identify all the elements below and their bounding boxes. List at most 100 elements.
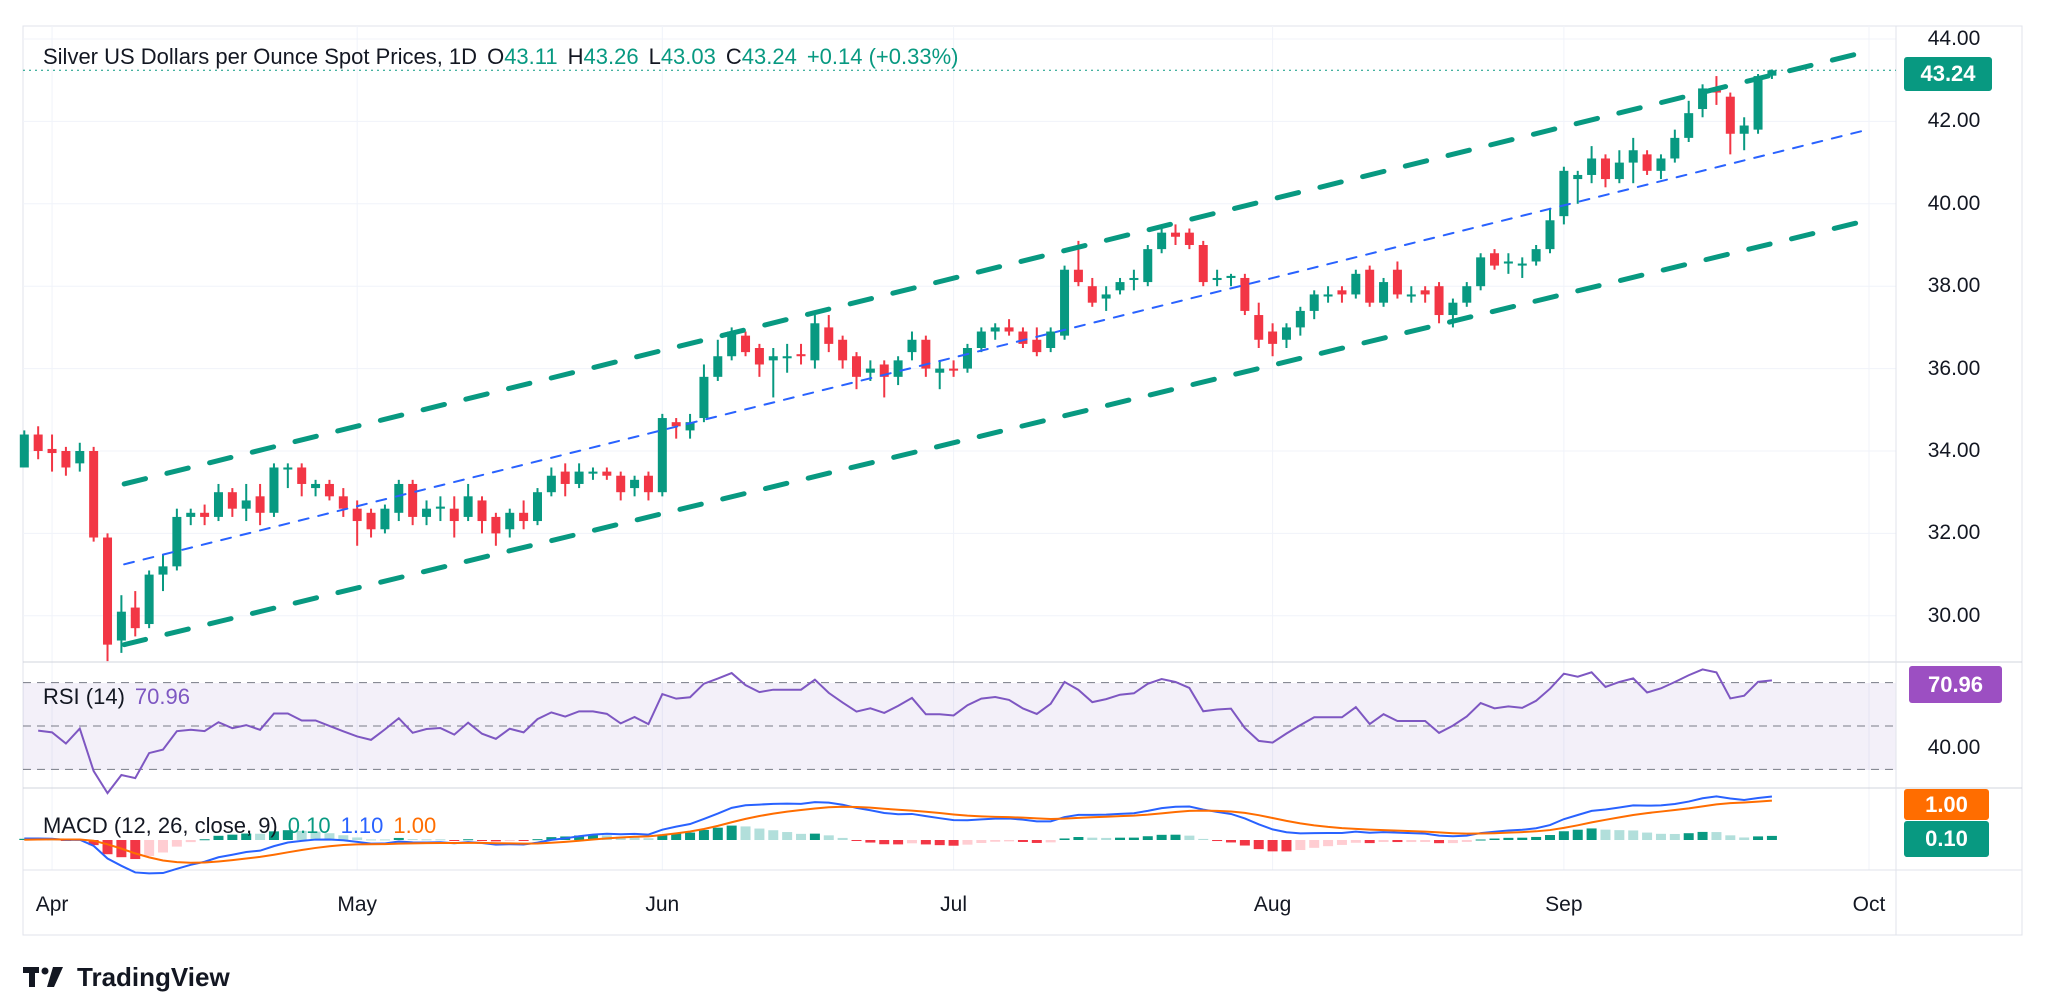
grid-lines [23,26,1896,870]
candle [1115,277,1125,295]
candle [1351,269,1361,299]
candle-body [1281,327,1291,340]
chart-frame [22,25,2023,936]
candle [172,508,182,571]
rsi-label: RSI (14) [43,684,125,709]
candle-body [990,327,1000,332]
histogram-bar [1198,838,1209,840]
candle-body [602,471,612,476]
histogram-bar [948,840,959,846]
price-tick: 36.00 [1927,356,1981,380]
candle-body [422,508,432,517]
candle-body [89,451,99,538]
candle [1531,245,1541,266]
histogram-bar [1045,840,1056,843]
candle-body [463,496,473,517]
candle [1004,319,1014,336]
histogram-bar [1586,828,1597,840]
histogram-bar [393,837,404,840]
histogram-bar [823,835,834,840]
candle [810,315,820,369]
candle-body [491,516,501,534]
candle [1462,282,1472,307]
rsi-line [38,668,1773,795]
histogram-bar [449,840,460,841]
time-tick: Apr [35,893,69,916]
candle [532,488,542,526]
candle-body [1711,90,1721,93]
histogram-bar [893,840,904,845]
tradingview-logo[interactable]: TradingView [23,962,230,993]
histogram-bar [1614,830,1625,840]
candle-body [1739,125,1749,134]
candle [1032,327,1042,357]
histogram-bar [1364,840,1375,844]
histogram-bar [1323,840,1334,847]
candle [1365,265,1375,307]
candle-body [1448,302,1458,316]
histogram-bar [1392,840,1403,843]
histogram-bar [1558,831,1569,840]
candle [1600,154,1610,188]
candle-body [213,492,223,517]
candle-body [1087,286,1097,303]
candle [116,595,126,653]
candle-body [1157,232,1167,250]
tradingview-logo-icon [23,966,63,987]
rsi-badge: 70.96 [1909,666,2002,703]
trend-channel[interactable] [121,48,1871,648]
candle-body [879,364,889,377]
macd-signal-value: 1.00 [393,813,437,838]
candle-body [1725,96,1735,134]
histogram-bar [102,840,113,855]
price-tick: 34.00 [1927,439,1981,462]
candle [1406,286,1416,303]
candle-body [449,508,459,522]
candle [1642,150,1652,175]
candle-body [949,368,959,371]
candle-body [1656,158,1666,171]
histogram-bar [851,840,862,841]
histogram-bar [158,840,168,853]
candle-body [727,331,737,357]
histogram-bar [685,832,696,840]
candle-body [1545,220,1555,250]
candle-body [1573,174,1583,180]
candle-body [754,348,764,365]
candle [213,483,223,522]
candle [200,504,210,526]
candle-body [61,451,71,468]
candle-body [1212,277,1222,281]
time-tick: Oct [1852,893,1886,916]
histogram-bar [1267,840,1278,852]
histogram-bar [144,840,155,856]
histogram-bar [726,825,737,840]
candle [741,331,751,357]
candle [61,446,71,476]
candle-body [713,356,723,377]
histogram-bar [1600,829,1611,840]
histogram-bar [477,840,488,841]
histogram-bar [490,840,501,842]
candle-body [616,475,626,493]
candle [186,508,196,526]
rsi-value: 70.96 [134,684,190,709]
histogram-bar [1115,837,1126,840]
candle [422,500,432,526]
candle [255,483,265,526]
candle-body [130,607,140,629]
histogram-bar [366,839,377,841]
histogram-bar [698,829,709,840]
candle [338,488,348,517]
candle [311,479,321,497]
histogram-bar [796,833,807,840]
histogram-bar [1628,830,1639,840]
candle [1309,290,1319,320]
histogram-bar [1503,837,1514,840]
histogram-bar [906,840,917,844]
time-tick: Jun [645,893,680,916]
histogram-bar [1434,840,1445,844]
candle [435,496,445,522]
candle-body [1503,261,1513,264]
candle-body [796,354,806,357]
